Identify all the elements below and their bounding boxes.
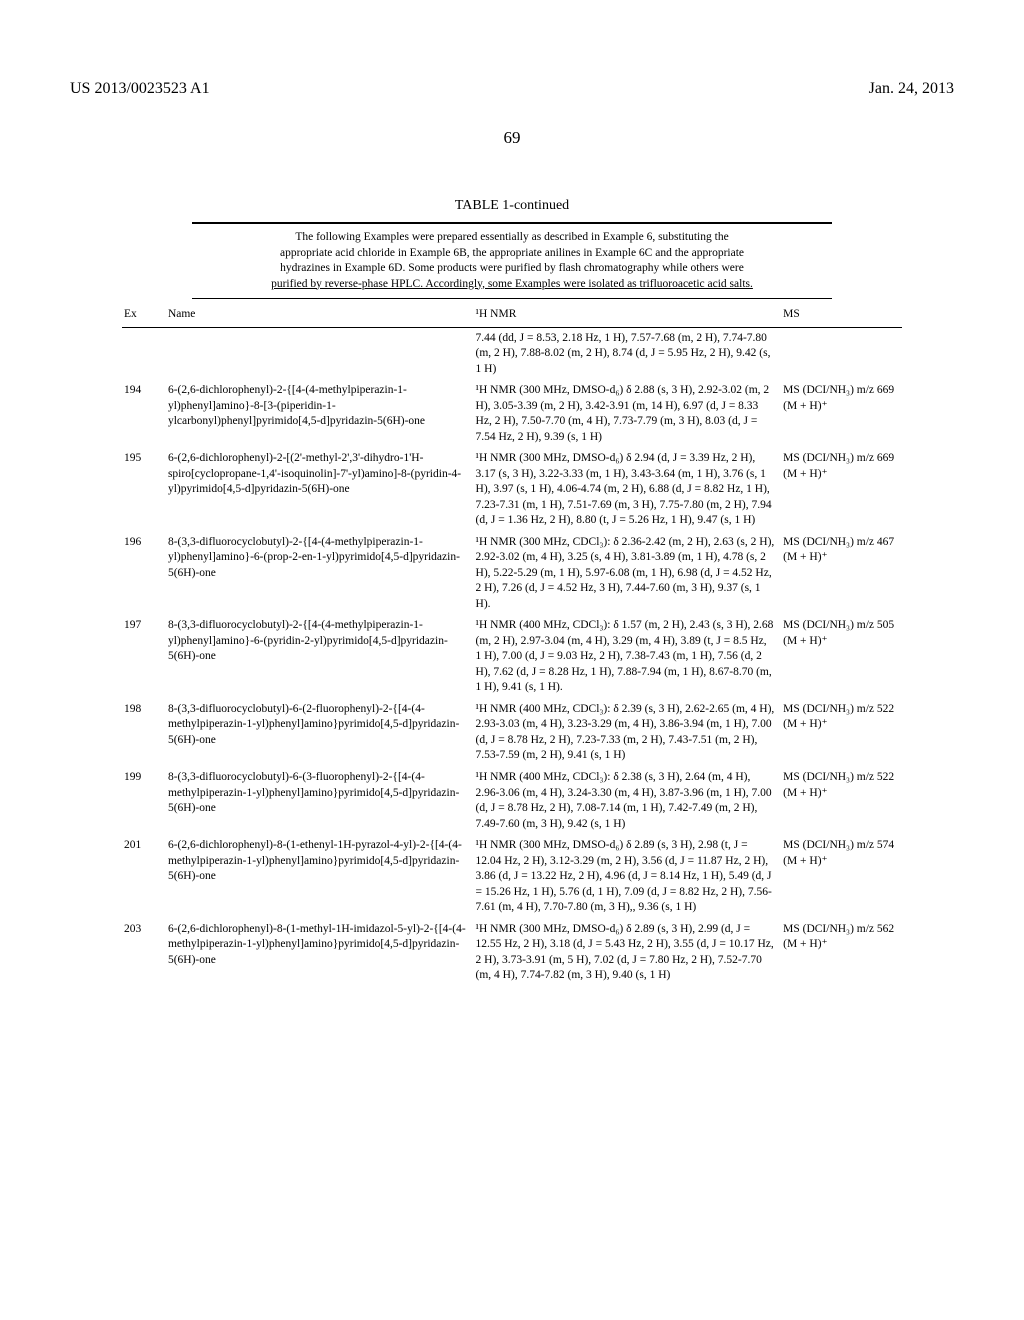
- caption-line: appropriate acid chloride in Example 6B,…: [280, 247, 744, 259]
- page-number: 69: [70, 128, 954, 148]
- cell-ms: MS (DCI/NH₃) m/z 505 (M + H)⁺: [781, 615, 902, 699]
- cell-ms: MS (DCI/NH₃) m/z 562 (M + H)⁺: [781, 919, 902, 987]
- table-row: 194 6-(2,6-dichlorophenyl)-2-{[4-(4-meth…: [122, 380, 902, 448]
- caption-line: hydrazines in Example 6D. Some products …: [280, 262, 744, 274]
- cell-ex: 199: [122, 767, 166, 835]
- cell-name: 6-(2,6-dichlorophenyl)-8-(1-methyl-1H-im…: [166, 919, 474, 987]
- cell-name: 6-(2,6-dichlorophenyl)-8-(1-ethenyl-1H-p…: [166, 835, 474, 919]
- cell-ms: MS (DCI/NH₃) m/z 522 (M + H)⁺: [781, 767, 902, 835]
- table-caption: The following Examples were prepared ess…: [192, 222, 832, 299]
- cell-name: 6-(2,6-dichlorophenyl)-2-[(2'-methyl-2',…: [166, 448, 474, 532]
- table-row: 197 8-(3,3-difluorocyclobutyl)-2-{[4-(4-…: [122, 615, 902, 699]
- cell-name: 8-(3,3-difluorocyclobutyl)-6-(2-fluoroph…: [166, 699, 474, 767]
- table-row-prelude: 7.44 (dd, J = 8.53, 2.18 Hz, 1 H), 7.57-…: [122, 327, 902, 380]
- col-ms: MS: [781, 303, 902, 327]
- page-header: US 2013/0023523 A1 Jan. 24, 2013: [70, 80, 954, 98]
- cell-nmr: ¹H NMR (300 MHz, DMSO-d₆) δ 2.89 (s, 3 H…: [474, 835, 782, 919]
- table-row: 199 8-(3,3-difluorocyclobutyl)-6-(3-fluo…: [122, 767, 902, 835]
- table-row: 201 6-(2,6-dichlorophenyl)-8-(1-ethenyl-…: [122, 835, 902, 919]
- cell-nmr: ¹H NMR (300 MHz, DMSO-d₆) δ 2.89 (s, 3 H…: [474, 919, 782, 987]
- cell-ms: MS (DCI/NH₃) m/z 669 (M + H)⁺: [781, 448, 902, 532]
- doc-number: US 2013/0023523 A1: [70, 80, 210, 98]
- cell-ex: 203: [122, 919, 166, 987]
- caption-line: purified by reverse-phase HPLC. Accordin…: [271, 278, 753, 290]
- cell-nmr: ¹H NMR (300 MHz, DMSO-d₆) δ 2.94 (d, J =…: [474, 448, 782, 532]
- cell-ex: 197: [122, 615, 166, 699]
- table-title: TABLE 1-continued: [70, 198, 954, 214]
- col-nmr: ¹H NMR: [474, 303, 782, 327]
- cell-nmr: ¹H NMR (300 MHz, CDCl₃): δ 2.36-2.42 (m,…: [474, 532, 782, 616]
- cell-nmr: ¹H NMR (400 MHz, CDCl₃): δ 1.57 (m, 2 H)…: [474, 615, 782, 699]
- examples-table: Ex Name ¹H NMR MS 7.44 (dd, J = 8.53, 2.…: [122, 303, 902, 987]
- cell-name: 8-(3,3-difluorocyclobutyl)-6-(3-fluoroph…: [166, 767, 474, 835]
- cell-nmr: ¹H NMR (400 MHz, CDCl₃): δ 2.38 (s, 3 H)…: [474, 767, 782, 835]
- col-ex: Ex: [122, 303, 166, 327]
- cell-nmr: ¹H NMR (400 MHz, CDCl₃): δ 2.39 (s, 3 H)…: [474, 699, 782, 767]
- cell-nmr: 7.44 (dd, J = 8.53, 2.18 Hz, 1 H), 7.57-…: [474, 327, 782, 380]
- cell-name: 8-(3,3-difluorocyclobutyl)-2-{[4-(4-meth…: [166, 532, 474, 616]
- table-row: 203 6-(2,6-dichlorophenyl)-8-(1-methyl-1…: [122, 919, 902, 987]
- table-row: 195 6-(2,6-dichlorophenyl)-2-[(2'-methyl…: [122, 448, 902, 532]
- cell-name: 6-(2,6-dichlorophenyl)-2-{[4-(4-methylpi…: [166, 380, 474, 448]
- cell-name: 8-(3,3-difluorocyclobutyl)-2-{[4-(4-meth…: [166, 615, 474, 699]
- cell-ms: MS (DCI/NH₃) m/z 522 (M + H)⁺: [781, 699, 902, 767]
- cell-ex: 194: [122, 380, 166, 448]
- caption-line: The following Examples were prepared ess…: [295, 231, 728, 243]
- col-name: Name: [166, 303, 474, 327]
- cell-ex: 195: [122, 448, 166, 532]
- cell-ex: 198: [122, 699, 166, 767]
- cell-ms: MS (DCI/NH₃) m/z 467 (M + H)⁺: [781, 532, 902, 616]
- table-row: 196 8-(3,3-difluorocyclobutyl)-2-{[4-(4-…: [122, 532, 902, 616]
- doc-date: Jan. 24, 2013: [869, 80, 954, 98]
- cell-ms: MS (DCI/NH₃) m/z 669 (M + H)⁺: [781, 380, 902, 448]
- cell-ex: 196: [122, 532, 166, 616]
- table-row: 198 8-(3,3-difluorocyclobutyl)-6-(2-fluo…: [122, 699, 902, 767]
- cell-ms: MS (DCI/NH₃) m/z 574 (M + H)⁺: [781, 835, 902, 919]
- cell-ex: 201: [122, 835, 166, 919]
- cell-nmr: ¹H NMR (300 MHz, DMSO-d₆) δ 2.88 (s, 3 H…: [474, 380, 782, 448]
